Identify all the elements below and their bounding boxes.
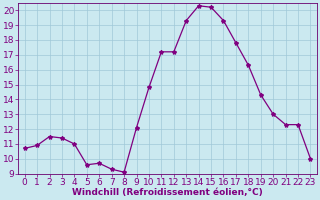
X-axis label: Windchill (Refroidissement éolien,°C): Windchill (Refroidissement éolien,°C): [72, 188, 263, 197]
